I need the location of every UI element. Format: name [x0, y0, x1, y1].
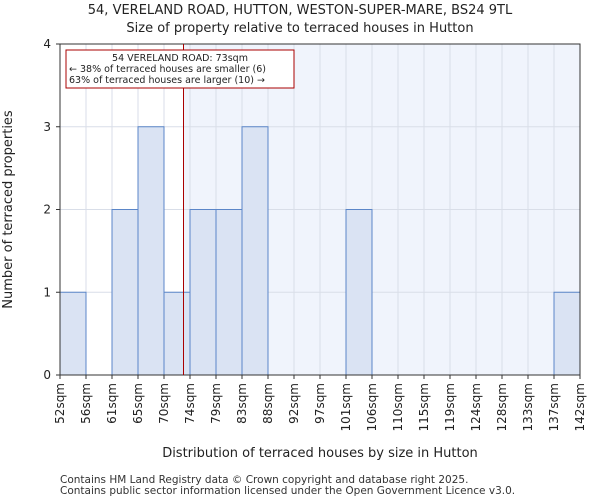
chart-subtitle: Size of property relative to terraced ho…	[126, 21, 474, 36]
annotation-line-3: 63% of terraced houses are larger (10) →	[69, 75, 265, 86]
y-tick-label: 2	[43, 203, 51, 217]
footer-line-2: Contains public sector information licen…	[60, 485, 516, 497]
x-tick-label: 128sqm	[495, 383, 509, 431]
annotation-line-2: ← 38% of terraced houses are smaller (6)	[69, 64, 266, 75]
x-tick-label: 115sqm	[417, 383, 431, 431]
x-tick-label: 79sqm	[209, 383, 223, 424]
y-tick-label: 4	[43, 37, 51, 51]
x-tick-label: 124sqm	[469, 383, 483, 431]
x-tick-label: 137sqm	[547, 383, 561, 431]
histogram-bar	[241, 126, 269, 376]
histogram-bar	[215, 209, 243, 376]
histogram-bar	[59, 291, 87, 376]
x-tick-label: 142sqm	[573, 383, 587, 431]
x-tick-label: 88sqm	[261, 383, 275, 424]
histogram-bar	[163, 291, 191, 376]
x-tick-label: 110sqm	[391, 383, 405, 431]
x-tick-label: 92sqm	[287, 383, 301, 424]
x-tick-label: 70sqm	[157, 383, 171, 424]
histogram-bar	[111, 209, 139, 376]
annotation-box	[65, 49, 295, 89]
y-axis-title: Number of terraced properties	[1, 110, 16, 309]
y-tick-label: 0	[43, 368, 51, 382]
histogram-bar	[189, 209, 217, 376]
annotation-line-1: 54 VERELAND ROAD: 73sqm	[112, 53, 248, 64]
y-tick-label: 1	[43, 285, 51, 299]
x-tick-label: 52sqm	[53, 383, 67, 424]
x-tick-label: 65sqm	[131, 383, 145, 424]
histogram-bar	[345, 209, 373, 376]
x-tick-label: 97sqm	[313, 383, 327, 424]
histogram-chart: 0 1 2 3 4 52sqm 56sqm 61sqm 65sqm 70sqm 74sqm 79sqm…	[1, 37, 587, 461]
histogram-bar	[553, 291, 581, 376]
chart-title: 54, VERELAND ROAD, HUTTON, WESTON-SUPER-…	[87, 3, 513, 18]
footer-line-1: Contains HM Land Registry data © Crown c…	[60, 474, 469, 486]
histogram-bar	[137, 126, 165, 376]
x-tick-label: 74sqm	[183, 383, 197, 424]
x-tick-label: 61sqm	[105, 383, 119, 424]
x-tick-label: 56sqm	[79, 383, 93, 424]
x-tick-label: 106sqm	[365, 383, 379, 431]
y-tick-label: 3	[43, 120, 51, 134]
x-axis-title: Distribution of terraced houses by size …	[162, 446, 478, 461]
x-tick-label: 133sqm	[521, 383, 535, 431]
x-tick-label: 101sqm	[339, 383, 353, 431]
x-tick-label: 119sqm	[443, 383, 457, 431]
x-tick-label: 83sqm	[235, 383, 249, 424]
